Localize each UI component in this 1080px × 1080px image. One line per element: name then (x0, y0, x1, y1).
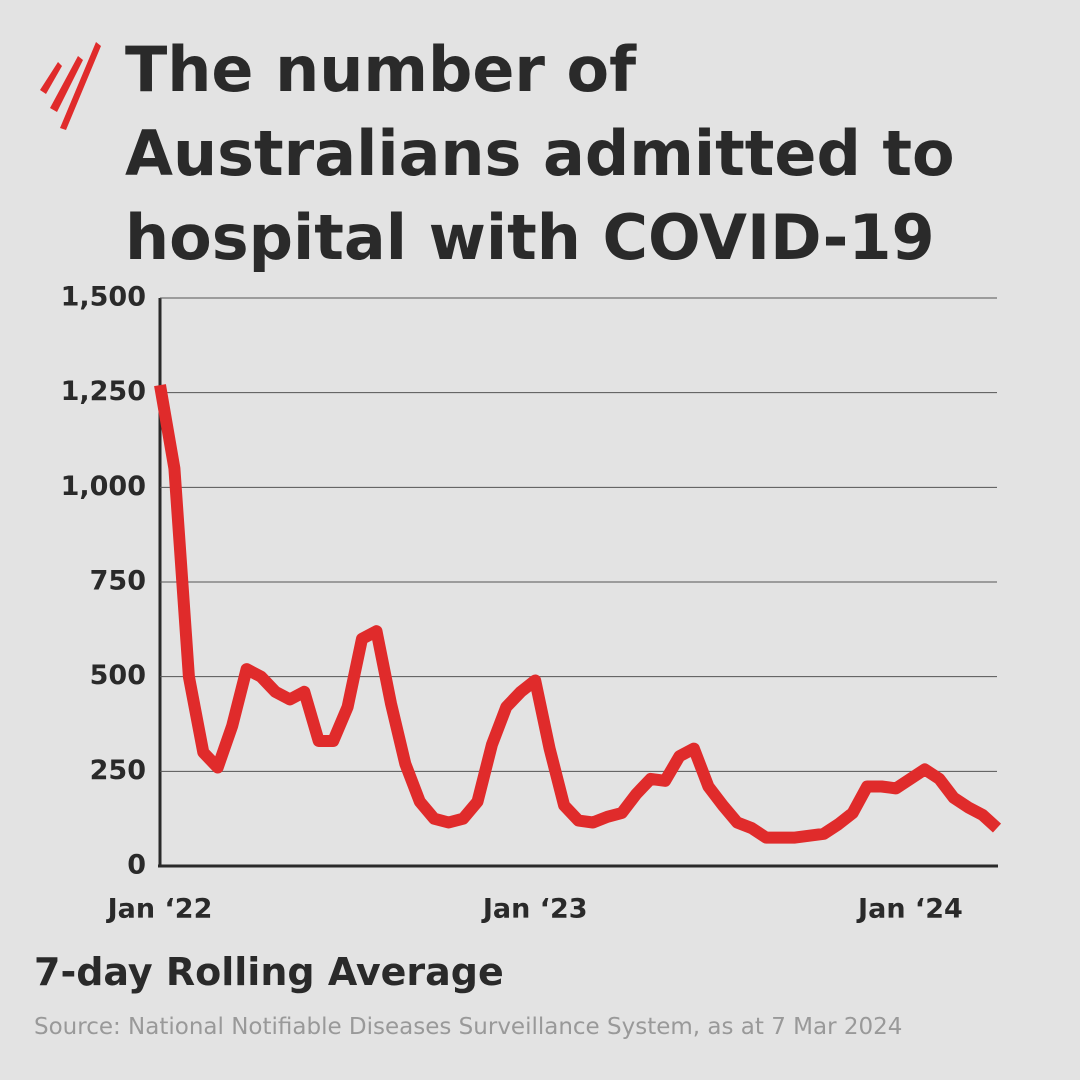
chart-subtitle: 7-day Rolling Average (34, 950, 504, 994)
data-line (154, 384, 1002, 844)
x-tick-label: Jan ‘23 (481, 894, 588, 925)
y-tick-label: 750 (90, 566, 146, 597)
y-tick-label: 1,500 (61, 282, 146, 313)
x-tick-label: Jan ‘24 (856, 894, 963, 925)
source-note: Source: National Notifiable Diseases Sur… (34, 1014, 903, 1040)
y-tick-label: 250 (90, 755, 146, 786)
logo (40, 42, 101, 130)
chart-title: The number of Australians admitted to ho… (125, 33, 955, 274)
y-tick-label: 500 (90, 660, 146, 691)
y-tick-label: 1,000 (61, 471, 146, 502)
y-tick-label: 1,250 (61, 376, 146, 407)
y-tick-label: 0 (127, 850, 146, 881)
x-tick-label: Jan ‘22 (106, 894, 213, 925)
